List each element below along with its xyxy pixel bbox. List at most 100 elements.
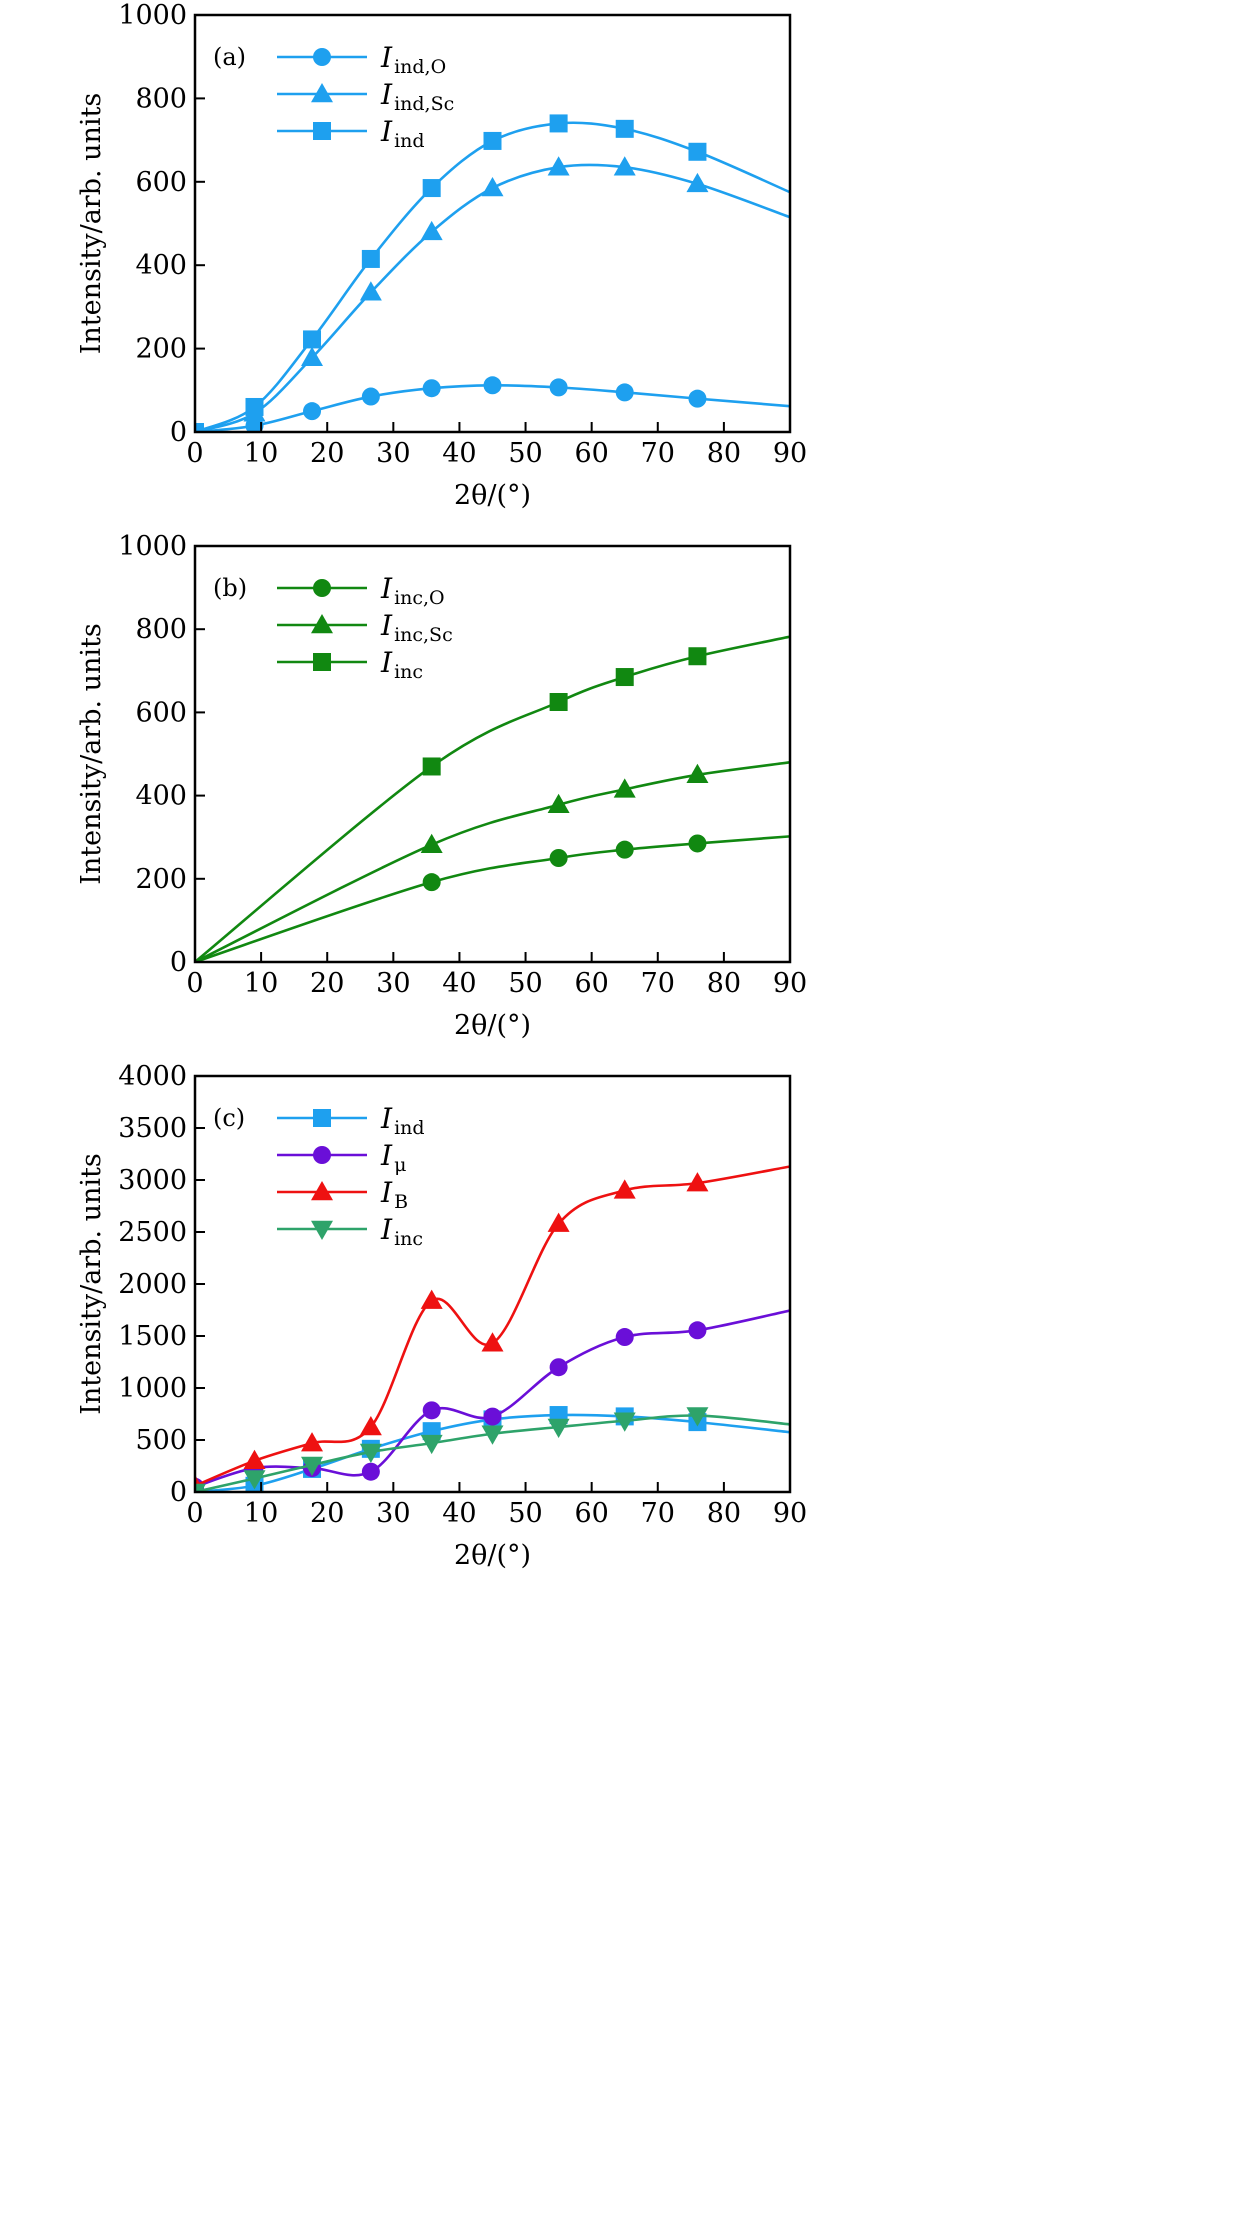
- x-tick-label: 70: [641, 438, 675, 469]
- x-tick-label: 60: [574, 968, 608, 999]
- y-axis-title: Intensity/arb. units: [76, 93, 107, 355]
- series-inc: [195, 635, 790, 962]
- data-point: [686, 1407, 709, 1427]
- x-tick-label: 90: [773, 438, 807, 469]
- data-point: [361, 387, 380, 406]
- data-point: [243, 1449, 266, 1470]
- data-point: [301, 1432, 324, 1452]
- x-tick-label: 50: [508, 438, 542, 469]
- data-point: [359, 281, 382, 301]
- data-point: [422, 1401, 441, 1420]
- y-tick-label: 1000: [118, 1373, 187, 1404]
- series-line: [195, 1309, 790, 1489]
- data-point: [547, 1212, 570, 1232]
- data-point: [613, 778, 636, 798]
- y-tick-label: 0: [170, 1477, 187, 1508]
- y-tick-label: 200: [135, 334, 187, 365]
- series-line: [195, 163, 790, 432]
- data-point: [686, 172, 709, 193]
- data-point: [481, 1332, 504, 1352]
- legend-subscript: μ: [394, 1154, 406, 1176]
- data-point: [359, 1416, 382, 1436]
- data-point: [688, 834, 707, 853]
- x-tick-label: 0: [186, 438, 203, 469]
- data-point: [547, 1418, 570, 1438]
- legend-subscript: B: [394, 1191, 408, 1213]
- data-point: [359, 1443, 382, 1463]
- y-tick-label: 1000: [118, 531, 187, 562]
- data-point: [422, 379, 441, 398]
- data-point: [303, 330, 322, 349]
- data-point: [422, 757, 441, 776]
- series-μ: [195, 1309, 790, 1492]
- legend-subscript: inc: [394, 1228, 423, 1250]
- data-point: [361, 1462, 380, 1481]
- data-point: [483, 131, 502, 150]
- data-point: [549, 114, 568, 133]
- x-tick-label: 40: [442, 1498, 476, 1529]
- series-B: [195, 1165, 790, 1492]
- panel-b: 0 10 20 30 40 50 60 70 80 90 0 200 400 600 800 1000 2θ/(…: [76, 531, 807, 1041]
- legend-marker: [313, 1109, 331, 1127]
- legend-marker: [311, 1181, 333, 1201]
- legend-symbol: I: [380, 1139, 393, 1172]
- x-tick-label: 50: [508, 968, 542, 999]
- series-ind-O: [195, 376, 790, 432]
- data-point: [301, 346, 324, 367]
- data-point: [422, 873, 441, 892]
- data-point: [245, 397, 264, 416]
- data-point: [422, 179, 441, 198]
- series-inc-Sc: [195, 761, 790, 962]
- series-line: [195, 1413, 790, 1492]
- x-tick-label: 40: [442, 968, 476, 999]
- data-point: [549, 849, 568, 867]
- legend-symbol: I: [380, 78, 393, 111]
- legend-marker: [311, 614, 333, 634]
- data-point: [483, 376, 502, 395]
- x-tick-label: 60: [574, 438, 608, 469]
- data-point: [686, 763, 709, 784]
- data-point: [420, 1434, 443, 1455]
- data-point: [243, 1470, 266, 1490]
- panel-label: (a): [213, 43, 246, 71]
- legend-symbol: I: [380, 115, 393, 148]
- y-tick-label: 3000: [118, 1165, 187, 1196]
- series-line: [195, 1165, 790, 1487]
- series-inc: [195, 1407, 790, 1492]
- y-tick-label: 500: [135, 1425, 187, 1456]
- data-point: [420, 1289, 443, 1309]
- legend-marker: [311, 83, 333, 103]
- data-point: [481, 1425, 504, 1445]
- data-point: [483, 1407, 502, 1426]
- x-axis-title: 2θ/(°): [454, 480, 531, 511]
- data-point: [613, 1179, 636, 1199]
- series-line: [195, 1414, 790, 1492]
- legend-symbol: I: [380, 646, 393, 679]
- legend-subscript: ind,Sc: [394, 93, 454, 115]
- y-tick-label: 1500: [118, 1321, 187, 1352]
- legend-symbol: I: [380, 1176, 393, 1209]
- x-tick-label: 0: [186, 1498, 203, 1529]
- x-tick-label: 40: [442, 438, 476, 469]
- y-tick-label: 800: [135, 614, 187, 645]
- series-line: [195, 121, 790, 432]
- panel-label: (b): [213, 574, 247, 602]
- x-tick-label: 80: [707, 1498, 741, 1529]
- data-point: [481, 177, 504, 197]
- legend-marker: [313, 653, 331, 671]
- x-tick-label: 30: [376, 438, 410, 469]
- y-tick-label: 800: [135, 83, 187, 114]
- legend-subscript: inc,O: [394, 587, 445, 609]
